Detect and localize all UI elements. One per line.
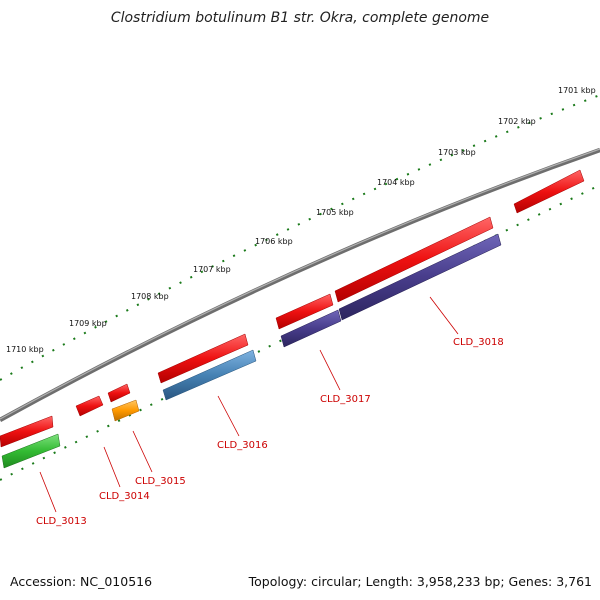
cds-arrows-top (0, 169, 585, 448)
cds-arrow (275, 293, 334, 330)
kbp-label: 1708 kbp (131, 292, 169, 301)
gene-label: CLD_3014 (99, 491, 150, 502)
genome-backbone (0, 147, 600, 422)
cds-arrow (334, 216, 494, 303)
scale-labels: 1701 kbp 1702 kbp 1703 kbp 1704 kbp 1705… (6, 86, 596, 354)
cds-arrow (513, 169, 585, 214)
cds-arrow (107, 383, 131, 403)
outer-scale (0, 94, 600, 381)
purple-arrow (280, 309, 342, 348)
cds-arrow (157, 333, 249, 384)
gene-label: CLD_3016 (217, 440, 268, 451)
kbp-label: 1707 kbp (193, 265, 231, 274)
steelblue-arrow (162, 349, 257, 401)
kbp-label: 1703 kbp (438, 148, 476, 157)
gene-label: CLD_3013 (36, 516, 87, 527)
purple-arrow (338, 233, 502, 321)
gene-label: CLD_3018 (453, 337, 504, 348)
kbp-label: 1701 kbp (558, 86, 596, 95)
kbp-label: 1705 kbp (316, 208, 354, 217)
cds-arrow (75, 395, 104, 417)
cds-arrow (0, 415, 54, 448)
kbp-label: 1709 kbp (69, 319, 107, 328)
gene-label: CLD_3017 (320, 394, 371, 405)
gene-labels: CLD_3013 CLD_3014 CLD_3015 CLD_3016 CLD_… (36, 337, 504, 527)
kbp-label: 1702 kbp (498, 117, 536, 126)
green-arrow (1, 433, 61, 469)
label-leaders (39, 296, 459, 513)
kbp-label: 1704 kbp (377, 178, 415, 187)
kbp-label: 1710 kbp (6, 345, 44, 354)
accession-info: Accession: NC_010516 (10, 574, 153, 589)
topology-info: Topology: circular; Length: 3,958,233 bp… (248, 574, 592, 589)
gene-label: CLD_3015 (135, 476, 186, 487)
orange-arrow (111, 399, 140, 422)
map-title: Clostridium botulinum B1 str. Okra, comp… (110, 10, 490, 26)
kbp-label: 1706 kbp (255, 237, 293, 246)
cds-arrows-bottom (1, 233, 502, 469)
